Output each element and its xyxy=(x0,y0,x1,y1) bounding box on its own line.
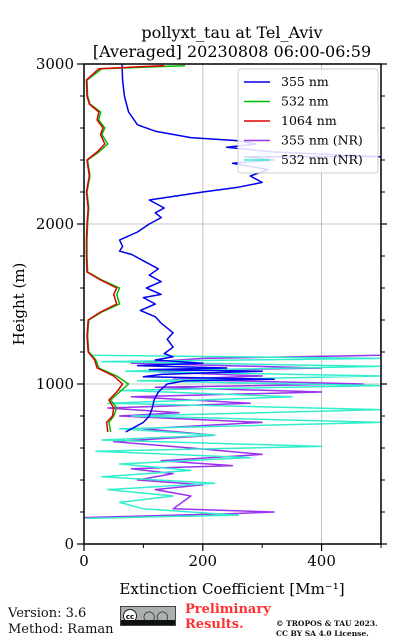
cc-license-badge: cc ◯◯ xyxy=(120,606,176,626)
x-tick-label: 0 xyxy=(79,552,89,570)
x-tick-label: 400 xyxy=(307,552,336,570)
copyright-line-2: CC BY SA 4.0 License. xyxy=(276,629,369,638)
legend-box xyxy=(237,68,379,174)
chart-title-line-1: pollyxt_tau at Tel_Aviv xyxy=(141,23,322,42)
cc-icon: cc xyxy=(123,609,137,623)
y-tick-label: 2000 xyxy=(36,215,74,233)
chart-title-line-2: [Averaged] 20230808 06:00-06:59 xyxy=(93,42,371,61)
x-tick-label: 200 xyxy=(188,552,217,570)
x-axis-label: Extinction Coefficient [Mm⁻¹] xyxy=(119,580,344,598)
ticks: 0 200 400 0 1000 2000 3000 xyxy=(36,55,387,570)
copyright-line-1: © TROPOS & TAU 2023. xyxy=(276,619,378,628)
copyright-notice: © TROPOS & TAU 2023. CC BY SA 4.0 Licens… xyxy=(276,619,378,639)
legend-label: 355 nm xyxy=(281,74,329,89)
plot-frame xyxy=(83,63,382,545)
y-tick-label: 0 xyxy=(64,535,74,553)
legend-label: 532 nm (NR) xyxy=(281,152,363,167)
legend-label: 1064 nm xyxy=(281,113,337,128)
method-text: Method: Raman xyxy=(8,622,114,637)
version-text: Version: 3.6 xyxy=(8,606,87,621)
chart: pollyxt_tau at Tel_Aviv [Averaged] 20230… xyxy=(10,23,387,598)
y-axis-label: Height (m) xyxy=(10,263,28,346)
preliminary-line-1: Preliminary xyxy=(185,602,271,617)
by-sa-icon: ◯◯ xyxy=(143,610,170,623)
y-tick-label: 1000 xyxy=(36,375,74,393)
footer-info: Version: 3.6 Method: Raman xyxy=(8,606,114,638)
legend-label: 355 nm (NR) xyxy=(281,133,363,148)
series-line-4 xyxy=(86,354,381,520)
y-tick-label: 3000 xyxy=(36,55,74,73)
series-line-2 xyxy=(85,64,165,433)
legend: 355 nm 532 nm 1064 nm 355 nm (NR) 532 nm (NR… xyxy=(237,68,379,174)
preliminary-line-2: Results. xyxy=(185,617,244,632)
legend-label: 532 nm xyxy=(281,94,329,109)
preliminary-notice: Preliminary Results. xyxy=(185,602,271,632)
